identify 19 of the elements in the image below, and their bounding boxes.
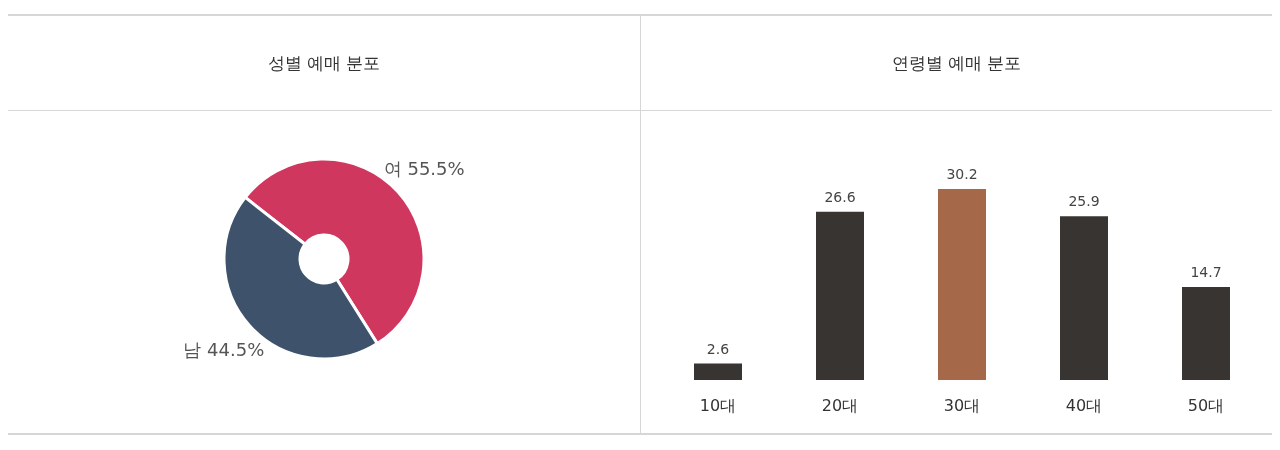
data-label: 14.7 (1190, 264, 1222, 281)
bar (1060, 216, 1108, 380)
slice-label: 남 44.5% (183, 339, 265, 361)
bar (938, 189, 986, 380)
x-tick-label: 20대 (821, 396, 859, 416)
x-tick-label: 10대 (699, 396, 737, 416)
data-label: 30.2 (946, 166, 978, 182)
x-tick-label: 30대 (943, 396, 981, 416)
chart-title: 성별 예매 분포 (8, 16, 640, 111)
data-label: 25.9 (1068, 193, 1100, 210)
data-label: 2.6 (706, 340, 730, 357)
bar (816, 211, 864, 380)
data-label: 26.6 (824, 188, 856, 205)
chart-title: 연령별 예매 분포 (641, 16, 1272, 111)
bar (694, 363, 742, 380)
x-tick-label: 40대 (1065, 396, 1103, 416)
slice-label: 여 55.5% (383, 157, 465, 179)
x-tick-label: 50대 (1187, 396, 1225, 416)
bar (1182, 287, 1230, 380)
